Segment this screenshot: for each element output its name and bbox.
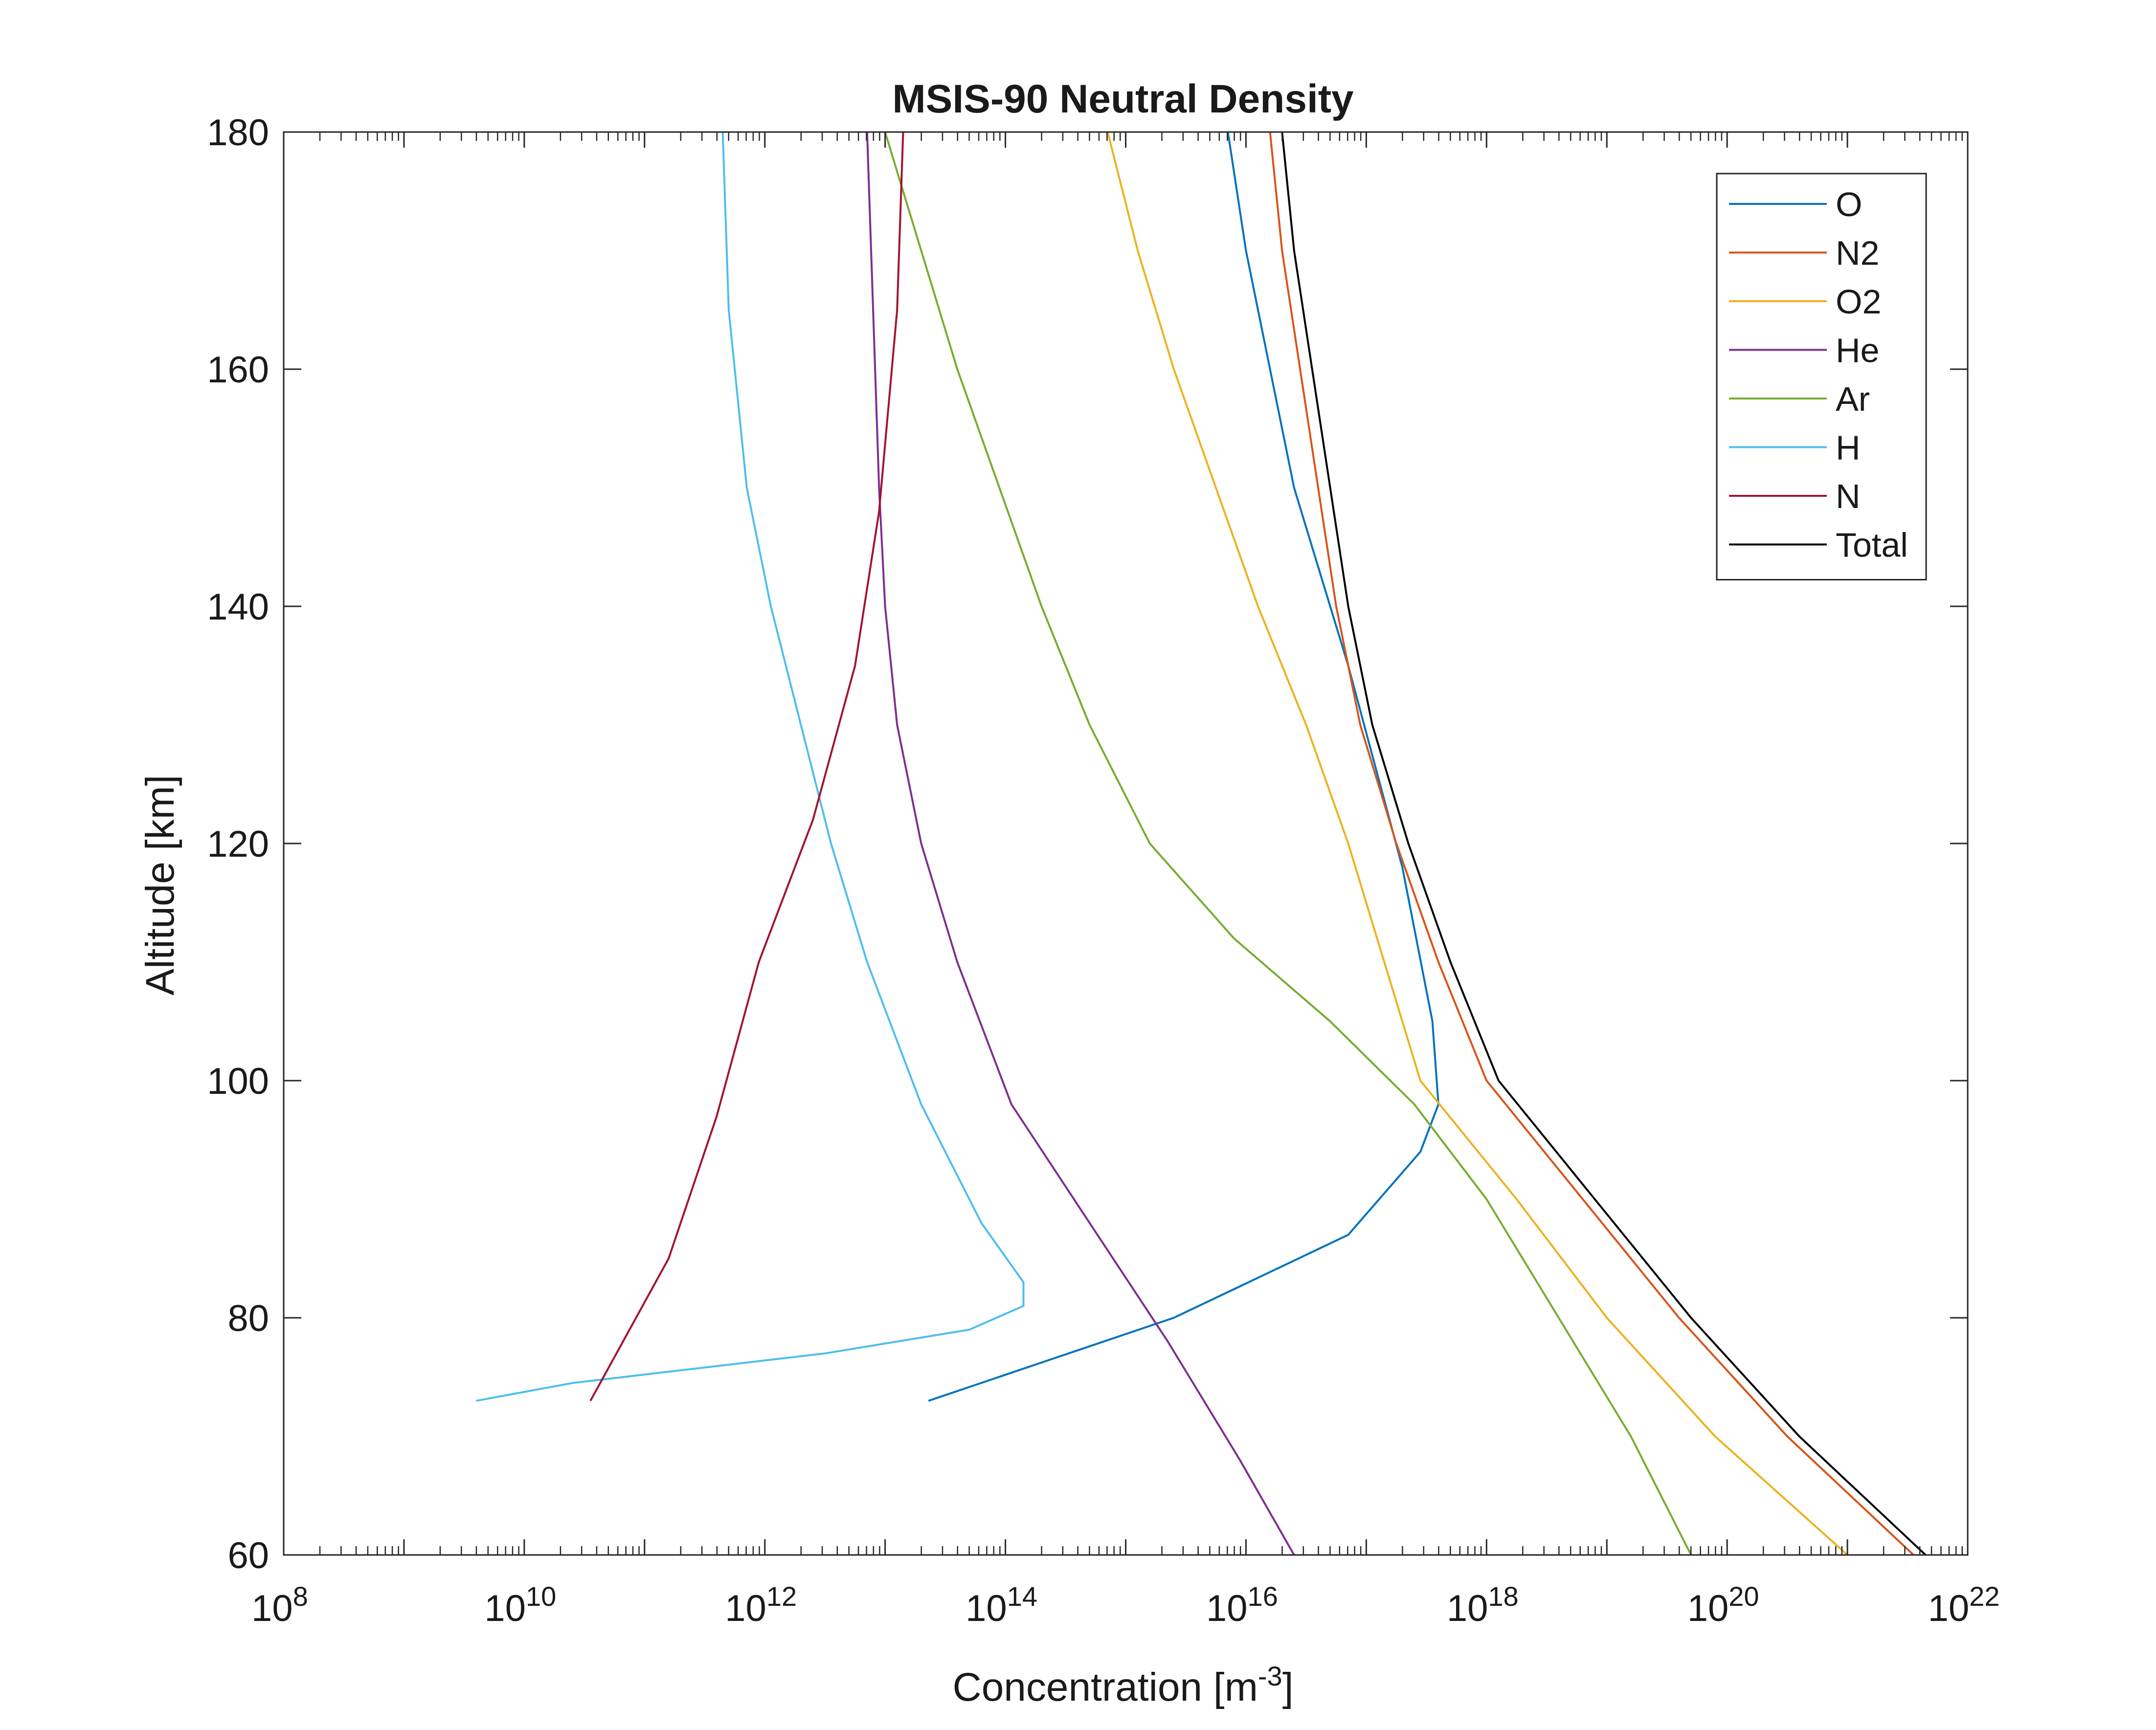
legend-label: He	[1836, 332, 1879, 370]
legend-label: H	[1836, 429, 1861, 467]
x-tick-label: 1018	[1447, 1581, 1519, 1630]
legend-label: Ar	[1836, 380, 1870, 418]
x-axis-label: Concentration [m-3]	[952, 1661, 1293, 1710]
legend-label: O2	[1836, 283, 1881, 321]
y-tick-label: 120	[207, 823, 269, 865]
series-line-n	[589, 132, 904, 1401]
x-tick-label: 1022	[1928, 1581, 2000, 1630]
chart-title: MSIS-90 Neutral Density	[892, 77, 1354, 121]
x-tick-label: 1012	[725, 1581, 797, 1630]
series-line-o2	[1106, 132, 1848, 1556]
series-line-total	[1281, 132, 1927, 1556]
y-axis: 60 80 100 120 140 160 180	[207, 112, 1968, 1576]
y-axis-label: Altitude [km]	[138, 775, 182, 995]
y-tick-label: 80	[227, 1298, 269, 1339]
legend-label: O	[1836, 185, 1862, 223]
legend-label: N2	[1836, 234, 1879, 272]
y-tick-label: 160	[207, 349, 269, 391]
series-line-o	[928, 132, 1439, 1402]
series-line-h	[476, 132, 1025, 1402]
x-tick-label: 1020	[1687, 1581, 1759, 1630]
x-tick-label: 108	[251, 1581, 308, 1630]
x-axis: 108 1010 1012 1014 1016 1018 1020 1022	[251, 132, 1999, 1629]
y-tick-label: 60	[227, 1535, 269, 1576]
x-tick-label: 1016	[1206, 1581, 1278, 1630]
y-tick-label: 180	[207, 112, 269, 154]
x-tick-label: 1010	[484, 1581, 556, 1630]
legend-label: Total	[1836, 526, 1908, 564]
series-line-ar	[884, 132, 1692, 1555]
x-tick-label: 1014	[966, 1581, 1037, 1630]
y-tick-label: 100	[207, 1061, 269, 1102]
y-tick-label: 140	[207, 586, 269, 628]
legend-label: N	[1836, 477, 1861, 515]
series-line-he	[866, 132, 1295, 1555]
series-line-n2	[1269, 132, 1914, 1556]
legend: O N2 O2 He Ar HN Total	[1716, 173, 1927, 580]
legend-box	[1716, 173, 1927, 580]
plot-area	[476, 132, 1927, 1556]
